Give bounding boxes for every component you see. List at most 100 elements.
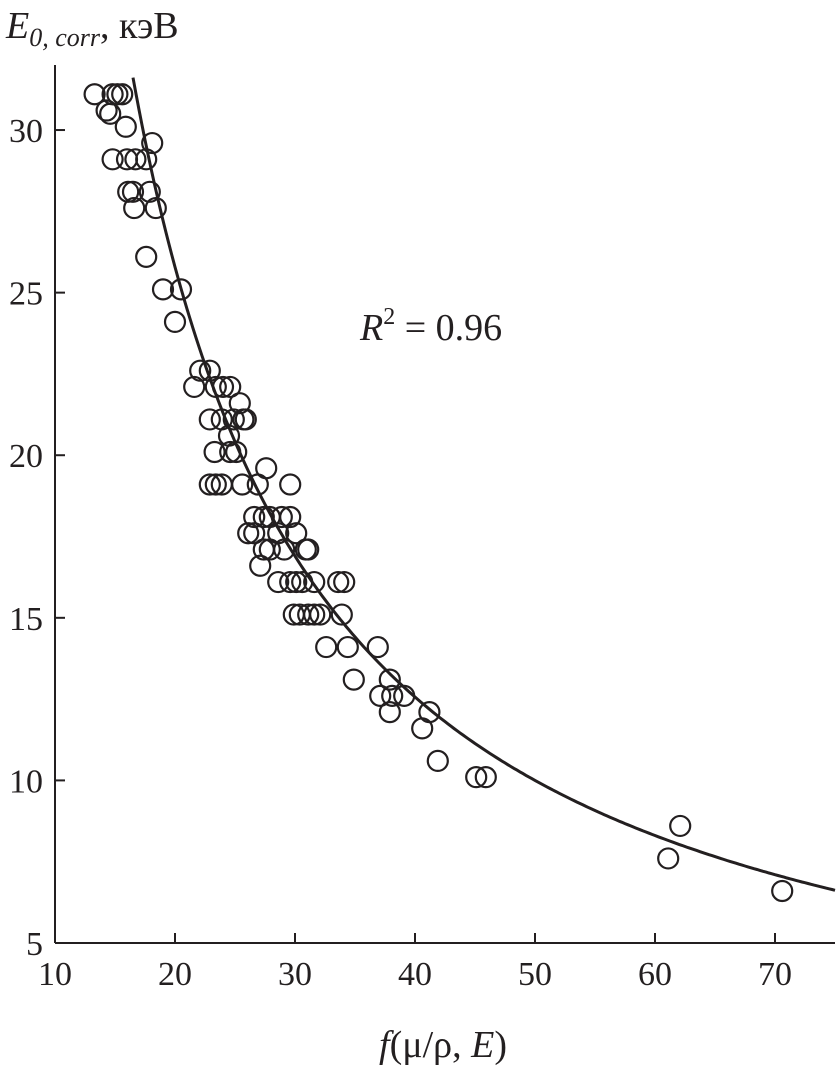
data-point [330, 603, 353, 626]
chart-axes [54, 65, 835, 944]
r-squared-r: R [359, 307, 383, 349]
data-point [267, 570, 290, 594]
data-point [669, 814, 692, 838]
y-axis-label-main: E [5, 5, 29, 47]
data-point [135, 245, 158, 268]
data-point [279, 505, 302, 529]
r-squared-sup: 2 [383, 304, 395, 330]
data-point [228, 392, 251, 415]
data-point [211, 375, 235, 399]
data-point [95, 99, 118, 122]
data-point [151, 278, 175, 301]
data-point [83, 83, 106, 106]
y-axis-label: E0, corr, кэВ [5, 5, 179, 52]
data-point [198, 408, 221, 431]
data-point [124, 148, 147, 171]
data-point [111, 83, 134, 106]
y-tick-group: 5 10 15 20 25 30 [9, 113, 65, 963]
data-point [234, 408, 257, 431]
x-tick-label: 20 [158, 956, 192, 993]
x-axis-label-args: (μ/ρ, [390, 1024, 472, 1066]
x-tick-label: 60 [638, 956, 672, 993]
data-point [219, 375, 242, 399]
data-point [378, 701, 401, 724]
data-point [101, 148, 124, 171]
data-point [135, 148, 158, 171]
data-point [204, 473, 227, 496]
data-point [203, 440, 226, 464]
y-axis-label-unit: , кэВ [100, 5, 179, 47]
data-point [183, 375, 206, 399]
x-tick-label: 30 [278, 956, 312, 993]
r-squared-annotation: R2 = 0.96 [359, 304, 502, 349]
data-point [315, 635, 338, 659]
data-point [336, 635, 359, 659]
x-tick-group: 10 20 30 40 50 60 70 [38, 933, 792, 993]
data-point [393, 684, 416, 707]
y-tick-label: 5 [26, 926, 43, 963]
data-point [106, 83, 129, 106]
data-point [657, 847, 680, 870]
data-point [279, 570, 302, 594]
data-point [222, 408, 245, 431]
data-point [303, 603, 326, 626]
x-axis-label: f(μ/ρ, E) [379, 1024, 507, 1066]
data-point [141, 131, 164, 155]
y-tick-label: 20 [9, 438, 43, 475]
data-point [771, 879, 794, 903]
data-point [297, 538, 320, 561]
data-point [381, 684, 404, 707]
x-axis-label-close: ) [494, 1024, 507, 1066]
y-tick-label: 25 [9, 276, 43, 313]
data-point [309, 603, 332, 626]
data-point [204, 375, 227, 399]
data-point [138, 180, 161, 203]
data-point [465, 766, 488, 789]
data-point [303, 570, 326, 594]
data-point [426, 749, 449, 772]
data-point [243, 505, 266, 529]
data-point [378, 668, 401, 691]
data-point [249, 554, 272, 577]
data-point [291, 570, 314, 594]
data-point [327, 570, 350, 594]
data-point [123, 196, 146, 220]
y-axis-label-sub: 0, corr [29, 23, 101, 52]
data-point [237, 522, 260, 545]
x-tick-label: 40 [398, 956, 432, 993]
data-point [225, 440, 248, 464]
x-axis-label-e: E [470, 1024, 494, 1066]
data-point [369, 684, 392, 707]
data-point [342, 668, 365, 691]
data-point [163, 310, 187, 333]
data-point [270, 505, 293, 529]
data-point [121, 180, 145, 203]
data-point [279, 473, 302, 496]
data-point [231, 473, 254, 496]
fit-curve [131, 77, 836, 892]
data-point [285, 570, 308, 594]
data-point [258, 538, 281, 561]
x-tick-label: 50 [518, 956, 552, 993]
data-point [219, 440, 242, 464]
data-point [297, 603, 320, 626]
r-squared-value: = 0.96 [395, 307, 502, 349]
data-point [252, 505, 275, 529]
data-point [198, 473, 221, 496]
data-point [366, 635, 389, 659]
data-point [273, 538, 296, 561]
data-points [83, 83, 794, 903]
y-tick-label: 10 [9, 763, 43, 800]
data-point [198, 359, 221, 382]
y-tick-label: 15 [9, 601, 43, 638]
x-tick-label: 70 [758, 956, 792, 993]
data-point [285, 522, 308, 545]
data-point [144, 196, 167, 220]
y-tick-label: 30 [9, 113, 43, 150]
data-point [169, 278, 193, 301]
x-tick-label: 10 [38, 956, 72, 993]
data-point [333, 570, 356, 594]
data-point [114, 115, 137, 138]
data-point [474, 766, 497, 789]
